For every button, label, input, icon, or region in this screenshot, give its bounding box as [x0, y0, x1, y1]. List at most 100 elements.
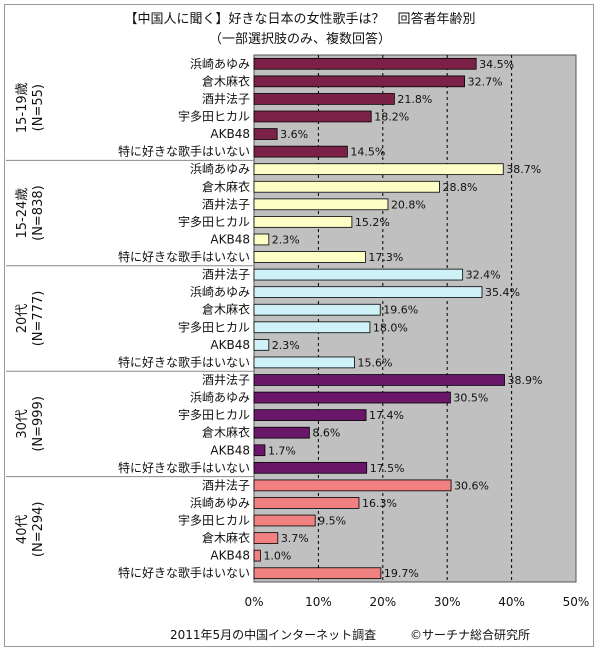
group-label-line: 20代	[15, 304, 30, 334]
bar	[253, 426, 310, 439]
bar	[253, 549, 261, 562]
bar-value-label: 18.2%	[374, 110, 409, 123]
category-label: 酒井法子	[202, 268, 250, 282]
bar-value-label: 9.5%	[318, 515, 346, 528]
chart-title: 【中国人に聞く】好きな日本の女性歌手は？ 回答者年齢別	[124, 12, 476, 27]
group-label: 40代(N=294)	[15, 502, 46, 558]
bar-value-label: 17.5%	[370, 462, 405, 475]
bar-value-label: 3.6%	[280, 128, 308, 141]
bar-value-label: 1.0%	[263, 550, 291, 563]
group-label: 15-24歳(N=838)	[15, 185, 46, 241]
group-label-line: (N=294)	[31, 502, 46, 558]
plot-area	[253, 54, 577, 583]
category-label: 酒井法子	[202, 478, 250, 492]
category-label: 宇多田ヒカル	[178, 320, 250, 334]
group-label-line: 30代	[15, 409, 30, 439]
bar-value-label: 17.4%	[369, 409, 404, 422]
footer-copyright: ©サーチナ総合研究所	[410, 628, 531, 642]
category-label: 倉木麻衣	[202, 73, 250, 88]
bar-value-label: 3.7%	[281, 532, 309, 545]
category-label: AKB48	[210, 232, 250, 246]
bar-value-label: 38.7%	[506, 163, 541, 176]
bar	[253, 93, 395, 105]
bar	[253, 356, 355, 369]
bar	[253, 286, 483, 298]
bar-value-label: 21.8%	[397, 93, 432, 106]
category-label: 宇多田ヒカル	[178, 109, 250, 123]
category-label: 倉木麻衣	[202, 425, 250, 440]
bar	[253, 57, 477, 70]
bar-value-label: 15.6%	[357, 356, 392, 369]
category-label: 特に好きな歌手はいない	[118, 144, 250, 159]
category-label: AKB48	[210, 549, 250, 563]
bar-value-label: 2.3%	[272, 233, 300, 246]
bar-value-label: 2.3%	[272, 339, 300, 352]
bar-value-label: 32.7%	[468, 75, 503, 88]
group-label-line: 40代	[15, 515, 30, 545]
bar	[253, 391, 451, 404]
bar-value-label: 30.6%	[454, 479, 489, 492]
bar	[253, 339, 270, 351]
bar	[253, 75, 465, 88]
x-tick-label: 40%	[498, 595, 525, 609]
bar	[253, 110, 372, 123]
bar-value-label: 28.8%	[442, 181, 477, 194]
bar-value-label: 20.8%	[391, 198, 426, 211]
bar	[253, 374, 505, 386]
category-label: 特に好きな歌手はいない	[118, 565, 250, 580]
bar	[253, 163, 504, 176]
category-label: 浜崎あゆみ	[190, 496, 250, 510]
bar	[253, 497, 360, 509]
bar-value-label: 15.2%	[355, 216, 390, 229]
group-label-line: (N=999)	[31, 396, 46, 452]
category-label: 宇多田ヒカル	[178, 408, 250, 422]
bar	[253, 514, 316, 527]
bar-value-label: 16.3%	[362, 497, 397, 510]
category-label: 浜崎あゆみ	[190, 391, 250, 405]
bar	[253, 128, 278, 140]
bar-value-label: 32.4%	[466, 269, 501, 282]
category-label: AKB48	[210, 338, 250, 352]
x-tick-label: 20%	[369, 595, 396, 609]
group-label-line: (N=55)	[31, 84, 46, 131]
category-label: AKB48	[210, 443, 250, 457]
bar	[253, 145, 348, 158]
category-label: 特に好きな歌手はいない	[118, 249, 250, 264]
bar	[253, 321, 371, 334]
x-tick-label: 0%	[244, 595, 263, 609]
footer-source: 2011年5月の中国インターネット調査	[170, 628, 377, 642]
category-label: 浜崎あゆみ	[190, 285, 250, 299]
bar	[253, 251, 366, 263]
category-label: 酒井法子	[202, 373, 250, 387]
category-label: 浜崎あゆみ	[190, 162, 250, 176]
category-label: 浜崎あゆみ	[190, 57, 250, 71]
bar	[253, 567, 382, 580]
category-label: 倉木麻衣	[202, 530, 250, 545]
group-label-line: (N=838)	[31, 185, 46, 241]
category-label: 倉木麻衣	[202, 179, 250, 194]
bar-value-label: 17.3%	[368, 251, 403, 264]
group-label-line: 15-19歳	[15, 82, 30, 133]
bar-value-label: 18.0%	[373, 321, 408, 334]
bar	[253, 216, 353, 228]
bar-value-label: 8.6%	[312, 427, 340, 440]
group-label: 15-19歳(N=55)	[15, 82, 46, 133]
bar-value-label: 19.6%	[383, 304, 418, 317]
bar-value-label: 19.7%	[384, 567, 419, 580]
x-tick-label: 30%	[434, 595, 461, 609]
bar	[253, 444, 266, 457]
bar-value-label: 38.9%	[508, 374, 543, 387]
bar	[253, 268, 464, 281]
bar	[253, 532, 279, 544]
bar	[253, 303, 381, 316]
category-label: 特に好きな歌手はいない	[118, 460, 250, 475]
category-label: 酒井法子	[202, 92, 250, 106]
x-tick-label: 50%	[563, 595, 590, 609]
bar-value-label: 1.7%	[268, 444, 296, 457]
category-label: 倉木麻衣	[202, 302, 250, 317]
bar	[253, 198, 389, 211]
group-label: 30代(N=999)	[15, 396, 46, 452]
group-label-line: (N=777)	[31, 291, 46, 347]
category-label: 酒井法子	[202, 197, 250, 211]
